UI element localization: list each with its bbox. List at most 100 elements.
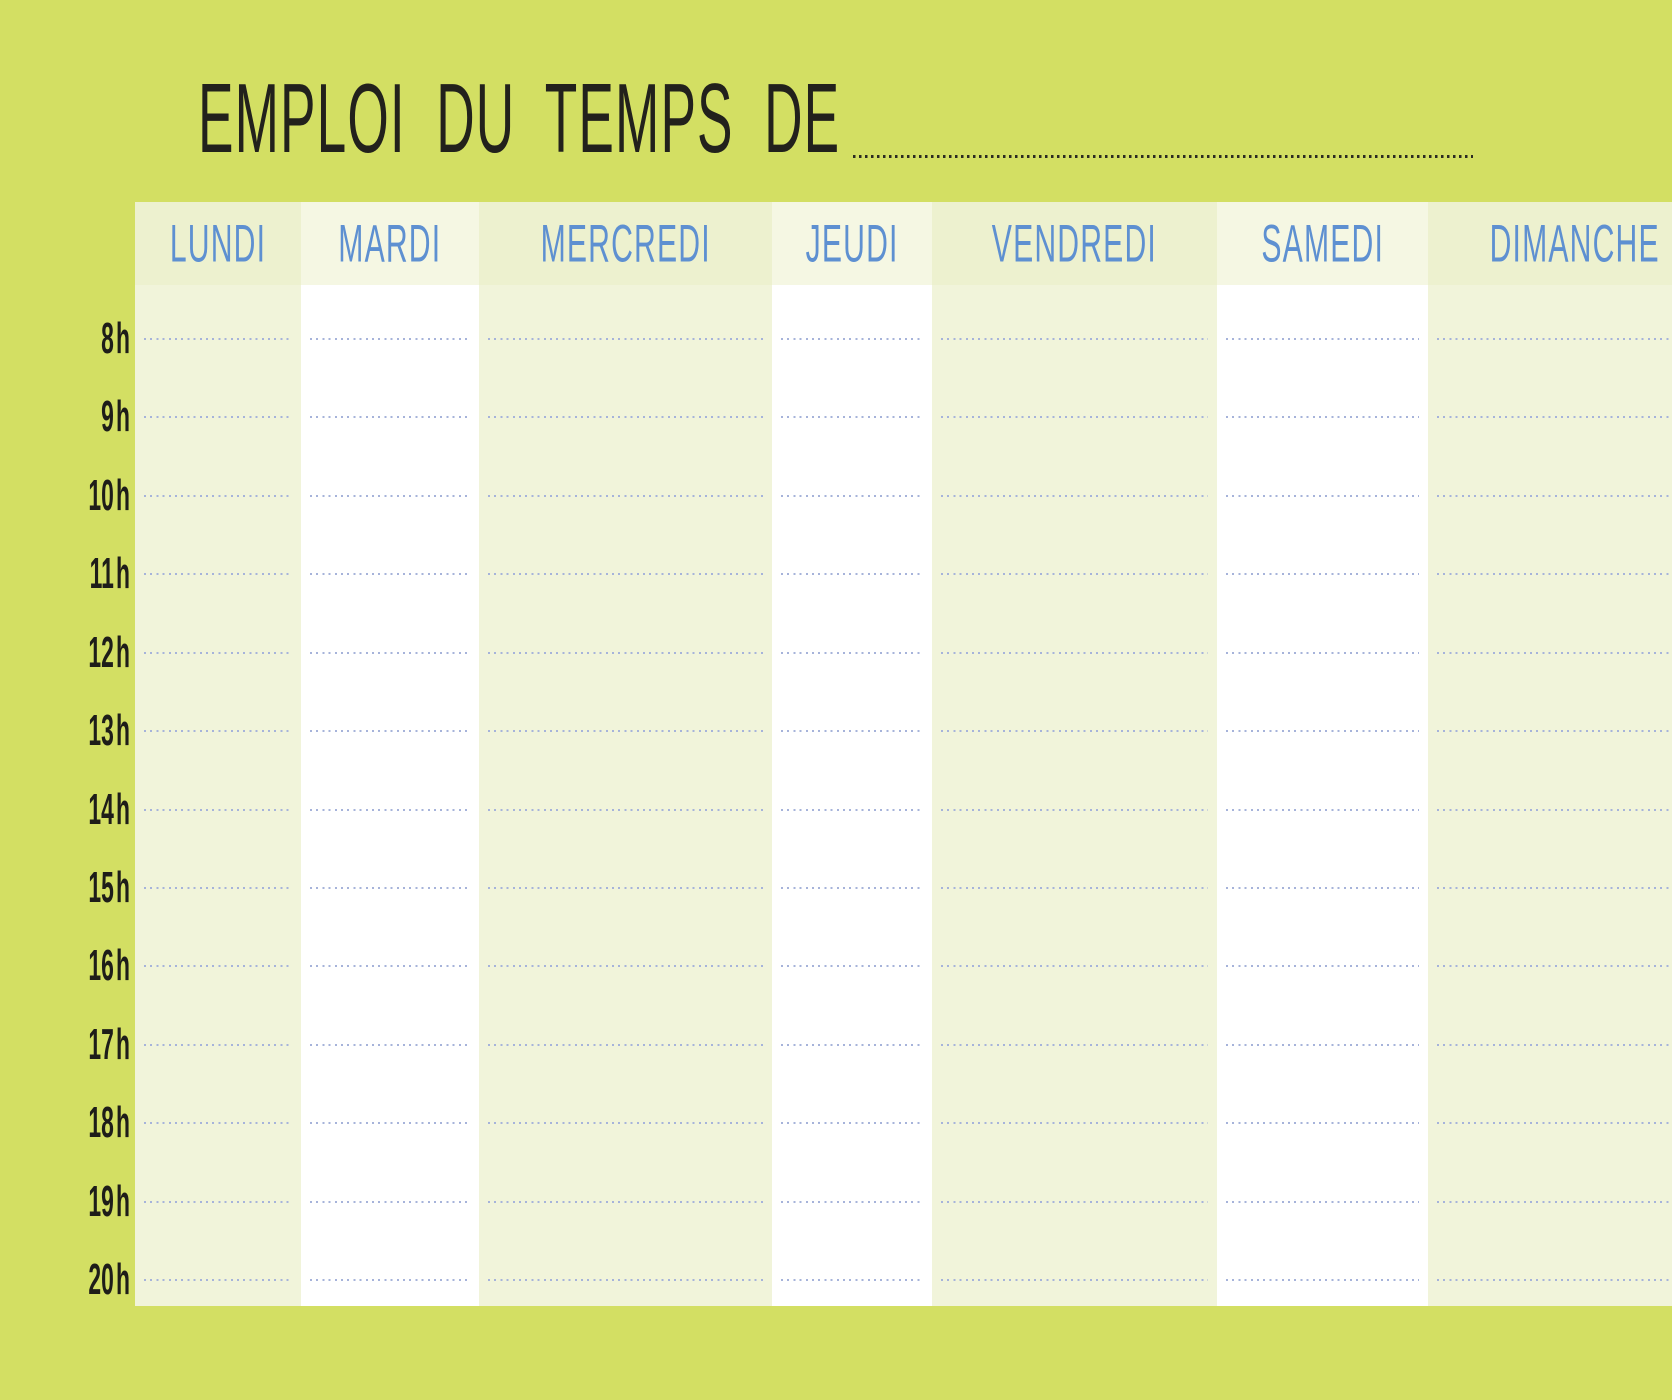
hour-dotted-line <box>1225 1122 1420 1125</box>
name-fill-dotted-line <box>853 155 1473 158</box>
day-column-body <box>301 285 479 1306</box>
hour-dotted-line <box>487 1279 763 1282</box>
day-header-label: MARDI <box>338 213 442 274</box>
day-header-label: VENDREDI <box>991 213 1158 274</box>
day-column-body <box>771 285 933 1306</box>
hour-dotted-line <box>310 573 470 576</box>
day-column-samedi: SAMEDI <box>1216 202 1429 1306</box>
hour-dotted-line <box>1225 886 1420 889</box>
hour-dotted-line <box>144 338 293 340</box>
day-column-body <box>1216 285 1429 1306</box>
hour-dotted-line <box>780 494 924 497</box>
hour-dotted-line <box>780 651 924 654</box>
day-header: MARDI <box>301 202 479 285</box>
hour-dotted-line <box>144 416 293 419</box>
hour-dotted-line <box>1437 1043 1672 1046</box>
day-header: MERCREDI <box>478 202 772 285</box>
day-header-label: SAMEDI <box>1261 213 1384 274</box>
hour-dotted-line <box>780 965 924 968</box>
hour-dotted-line <box>941 1200 1208 1203</box>
hour-dotted-line <box>310 338 470 340</box>
hour-dotted-line <box>1225 573 1420 576</box>
hour-dotted-line <box>487 1043 763 1046</box>
hour-dotted-line <box>487 338 763 340</box>
hour-dotted-line <box>941 1043 1208 1046</box>
day-column-body <box>135 285 302 1306</box>
hour-dotted-line <box>1225 730 1420 733</box>
hour-dotted-line <box>144 651 293 654</box>
hour-dotted-line <box>1437 338 1672 340</box>
hour-dotted-line <box>310 651 470 654</box>
schedule-grid: LUNDI MARDI MERCREDI JEUDI VENDREDI SAMEDI DIM… <box>135 202 1672 1306</box>
hour-dotted-line <box>487 573 763 576</box>
hour-dotted-line <box>144 965 293 968</box>
hour-dotted-line <box>780 573 924 576</box>
hour-dotted-line <box>1225 1043 1420 1046</box>
hour-dotted-line <box>310 808 470 811</box>
hour-dotted-line <box>310 730 470 733</box>
hour-dotted-line <box>941 573 1208 576</box>
hour-label: 16 h <box>88 941 130 991</box>
day-column-body <box>478 285 772 1306</box>
day-column-mardi: MARDI <box>301 202 479 1306</box>
day-header-label: DIMANCHE <box>1489 213 1661 274</box>
hour-dotted-line <box>487 1122 763 1125</box>
hour-dotted-line <box>487 965 763 968</box>
hour-dotted-line <box>941 730 1208 733</box>
hour-dotted-line <box>1437 886 1672 889</box>
hour-dotted-line <box>487 808 763 811</box>
hour-dotted-line <box>144 730 293 733</box>
hour-dotted-line <box>310 416 470 419</box>
hour-dotted-line <box>941 651 1208 654</box>
hour-dotted-line <box>1225 416 1420 419</box>
hour-dotted-line <box>941 808 1208 811</box>
hour-dotted-line <box>310 1279 470 1282</box>
day-header-label: LUNDI <box>169 213 267 274</box>
hour-dotted-line <box>780 416 924 419</box>
hour-dotted-line <box>144 1043 293 1046</box>
hour-dotted-line <box>780 886 924 889</box>
hour-dotted-line <box>780 1122 924 1125</box>
day-column-dimanche: DIMANCHE <box>1428 202 1672 1306</box>
hour-label: 14 h <box>88 784 130 834</box>
hour-dotted-line <box>144 808 293 811</box>
day-column-mercredi: MERCREDI <box>478 202 772 1306</box>
hour-dotted-line <box>1225 651 1420 654</box>
hour-dotted-line <box>487 494 763 497</box>
hour-dotted-line <box>941 416 1208 419</box>
day-header: VENDREDI <box>932 202 1217 285</box>
hour-dotted-line <box>144 886 293 889</box>
hour-label: 10 h <box>88 470 130 520</box>
day-header-label: JEUDI <box>805 213 899 274</box>
hour-dotted-line <box>941 494 1208 497</box>
hour-dotted-line <box>1437 808 1672 811</box>
page-title: EMPLOI DU TEMPS DE <box>198 63 841 174</box>
hour-dotted-line <box>487 1200 763 1203</box>
hour-dotted-line <box>1437 965 1672 968</box>
hour-dotted-line <box>780 730 924 733</box>
hour-dotted-line <box>1437 1200 1672 1203</box>
hour-dotted-line <box>310 1043 470 1046</box>
hour-dotted-line <box>1225 494 1420 497</box>
time-axis: 8 h 9 h 10 h 11 h 12 h 13 h 14 h 15 h 16 h 17 h 18… <box>0 0 130 1400</box>
hour-dotted-line <box>144 494 293 497</box>
hour-label: 12 h <box>88 627 130 677</box>
hour-dotted-line <box>1437 1279 1672 1282</box>
hour-dotted-line <box>1437 573 1672 576</box>
hour-dotted-line <box>780 1279 924 1282</box>
hour-dotted-line <box>780 808 924 811</box>
hour-label: 19 h <box>88 1176 130 1226</box>
day-header: JEUDI <box>771 202 933 285</box>
day-header-label: MERCREDI <box>540 213 711 274</box>
hour-dotted-line <box>487 886 763 889</box>
hour-dotted-line <box>1225 1200 1420 1203</box>
hour-dotted-line <box>1437 494 1672 497</box>
hour-dotted-line <box>487 416 763 419</box>
day-column-jeudi: JEUDI <box>771 202 933 1306</box>
hour-dotted-line <box>780 338 924 340</box>
hour-dotted-line <box>1437 651 1672 654</box>
day-header: LUNDI <box>135 202 302 285</box>
hour-dotted-line <box>487 730 763 733</box>
hour-dotted-line <box>310 1200 470 1203</box>
hour-dotted-line <box>941 1279 1208 1282</box>
